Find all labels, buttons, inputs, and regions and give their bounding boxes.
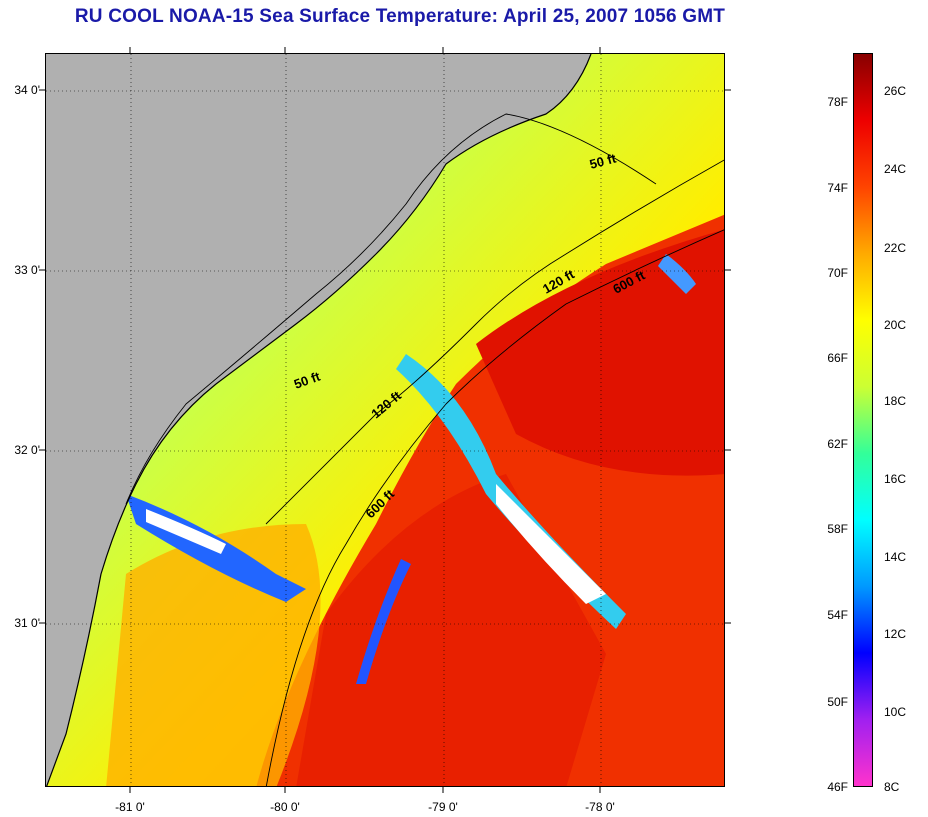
isobath-600ft — [265, 229, 724, 786]
lon-label-80: -80 0' — [270, 800, 300, 814]
colorbar-f-label: 54F — [827, 608, 848, 622]
colorbar-c-label: 20C — [884, 318, 907, 332]
isobath-label-50ft-north: 50 ft — [588, 150, 618, 172]
colorbar-c-label: 18C — [884, 394, 907, 408]
sst-field: 50 ft 120 ft 600 ft 50 ft 120 ft 600 ft — [46, 54, 724, 786]
colorbar-f-label: 78F — [827, 95, 848, 109]
isobath-50ft — [125, 113, 657, 505]
colorbar-c-label: 24C — [884, 162, 907, 176]
colorbar-c-label: 14C — [884, 550, 907, 564]
lat-label-34: 34 0' — [14, 83, 40, 97]
colorbar-c-label: 12C — [884, 627, 907, 641]
lat-label-31: 31 0' — [14, 616, 40, 630]
isobath-120ft — [265, 159, 724, 525]
colorbar-c-label: 16C — [884, 472, 907, 486]
colorbar-c-label: 8C — [884, 780, 900, 794]
grid-lines — [46, 54, 724, 786]
land-icon — [46, 54, 591, 786]
cool-filament-south — [356, 559, 411, 684]
colorbar-f-label: 50F — [827, 695, 848, 709]
lon-label-81: -81 0' — [115, 800, 145, 814]
colorbar — [853, 53, 873, 787]
lon-label-78: -78 0' — [585, 800, 615, 814]
colorbar-c-label: 10C — [884, 705, 907, 719]
coastline — [46, 54, 592, 786]
lat-label-32: 32 0' — [14, 443, 40, 457]
lat-label-33: 33 0' — [14, 263, 40, 277]
colorbar-f-label: 62F — [827, 437, 848, 451]
colorbar-f-label: 46F — [827, 780, 848, 794]
colorbar-f-label: 74F — [827, 181, 848, 195]
colorbar-f-label: 58F — [827, 522, 848, 536]
sst-map[interactable]: 50 ft 120 ft 600 ft 50 ft 120 ft 600 ft — [45, 53, 725, 787]
colorbar-f-label: 66F — [827, 351, 848, 365]
lon-label-79: -79 0' — [428, 800, 458, 814]
colorbar-c-label: 22C — [884, 241, 907, 255]
map-title: RU COOL NOAA-15 Sea Surface Temperature:… — [74, 6, 726, 27]
colorbar-c-label: 26C — [884, 84, 907, 98]
colorbar-f-label: 70F — [827, 266, 848, 280]
